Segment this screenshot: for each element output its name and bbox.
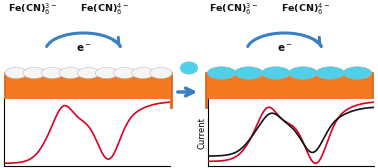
Bar (206, 73, 373, 108)
Text: Fe(CN)$_6^{4-}$: Fe(CN)$_6^{4-}$ (80, 2, 129, 17)
Ellipse shape (23, 67, 45, 79)
Ellipse shape (343, 67, 372, 79)
Text: Fe(CN)$_6^{3-}$: Fe(CN)$_6^{3-}$ (8, 2, 57, 17)
Text: e$^-$: e$^-$ (277, 44, 293, 54)
Ellipse shape (180, 61, 198, 74)
Ellipse shape (207, 67, 236, 79)
Ellipse shape (150, 67, 172, 79)
Y-axis label: Current: Current (198, 117, 206, 149)
Ellipse shape (59, 67, 82, 79)
Text: Fe(CN)$_6^{3-}$: Fe(CN)$_6^{3-}$ (209, 2, 258, 17)
Ellipse shape (132, 67, 154, 79)
Text: e$^-$: e$^-$ (76, 44, 91, 54)
Ellipse shape (262, 67, 290, 79)
Ellipse shape (289, 67, 318, 79)
Ellipse shape (113, 67, 136, 79)
Ellipse shape (41, 67, 64, 79)
Ellipse shape (77, 67, 100, 79)
Bar (5, 73, 172, 108)
Ellipse shape (5, 67, 27, 79)
Ellipse shape (316, 67, 345, 79)
Ellipse shape (95, 67, 118, 79)
Y-axis label: Current: Current (0, 117, 2, 149)
Ellipse shape (234, 67, 263, 79)
Text: Fe(CN)$_6^{4-}$: Fe(CN)$_6^{4-}$ (281, 2, 330, 17)
